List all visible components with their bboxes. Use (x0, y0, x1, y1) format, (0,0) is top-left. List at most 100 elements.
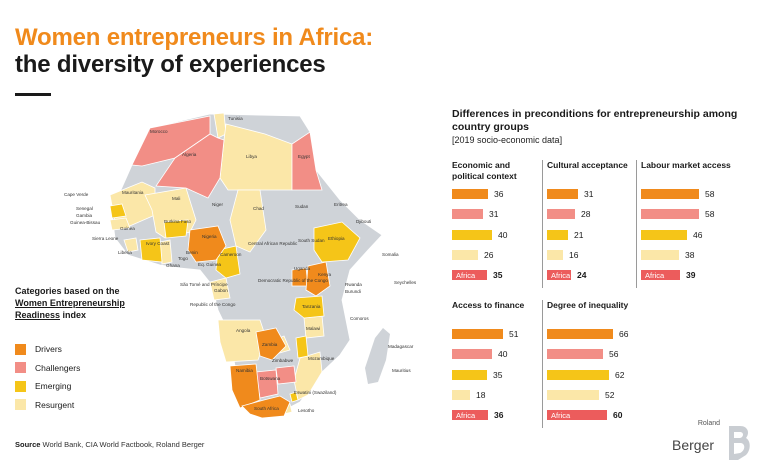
bar-emerging (547, 369, 609, 380)
bar-row: 40 (452, 344, 544, 364)
label-drc: Democratic Republic of the Congo (258, 278, 328, 283)
label-mozambique: Mozambique (308, 356, 335, 361)
bar-row: 58 (641, 204, 733, 224)
label-senegal: Senegal (76, 206, 93, 211)
bar-row: 38 (641, 245, 733, 265)
bar-row: 31 (452, 204, 544, 224)
bar-value-label: 58 (705, 209, 715, 220)
bar-value-label: 18 (476, 390, 486, 401)
label-sudan: Sudan (295, 204, 309, 209)
label-guinea-bissau: Guinea-Bissau (70, 220, 101, 225)
bar-row: 66 (547, 324, 639, 344)
label-lesotho: Lesotho (298, 408, 315, 413)
legend-title: Categories based on the Women Entreprene… (15, 285, 165, 321)
label-tanzania: Tanzania (302, 304, 321, 309)
bar-drivers (452, 329, 503, 340)
bar-value-label: 36 (494, 410, 504, 421)
panel-subtitle: [2019 socio-economic data] (452, 135, 563, 145)
bar-series-label: Africa (456, 270, 476, 280)
label-zambia: Zambia (262, 342, 278, 347)
bar-row: 35 (452, 365, 544, 385)
bar-value-label: 35 (493, 369, 503, 380)
bar-value-label: 26 (484, 250, 494, 261)
logo-line2: Berger (672, 437, 715, 453)
label-ivory: Ivory Coast (146, 241, 170, 246)
legend-label: Resurgent (35, 399, 75, 410)
bar-series-label: Africa (456, 410, 476, 420)
legend: Drivers Challengers Emerging Resurgent (15, 340, 80, 414)
bar-resurgent (452, 250, 478, 261)
bar-value-label: 36 (494, 189, 504, 200)
label-gambia: Gambia (76, 213, 93, 218)
map-egypt (291, 131, 323, 191)
roland-berger-logo: Roland Berger (672, 420, 752, 464)
label-djibouti: Djibouti (356, 219, 371, 224)
bar-africa: Africa (641, 270, 680, 281)
label-malawi: Malawi (306, 326, 320, 331)
label-somalia: Somalia (382, 252, 399, 257)
label-cameroon: Cameroon (220, 252, 242, 257)
label-angola: Angola (236, 328, 251, 333)
label-mali: Mali (172, 196, 180, 201)
label-sierra-leone: Sierra Leone (92, 236, 119, 241)
map-zambia (255, 327, 287, 361)
label-gabon: Gabon (214, 288, 228, 293)
bar-row: Africa 36 (452, 405, 544, 425)
bar-value-label: 66 (619, 329, 629, 340)
bar-panel: Labour market access 58 58 46 38 Africa 39 (636, 160, 733, 288)
bar-value-label: 60 (613, 410, 623, 421)
bar-emerging (452, 229, 492, 240)
bar-row: 31 (547, 184, 639, 204)
map-ivory-coast (139, 237, 163, 263)
bar-row: 52 (547, 385, 639, 405)
legend-swatch (15, 380, 26, 392)
label-egypt: Egypt (298, 154, 310, 159)
panel-divider (636, 160, 637, 288)
label-togo: Togo (178, 256, 188, 261)
bar-challengers (452, 349, 492, 360)
map-ethiopia (313, 221, 361, 263)
legend-title-part1: Categories based on the (15, 286, 120, 296)
legend-item: Challengers (15, 359, 80, 378)
title-rule (15, 93, 51, 96)
label-burkina: Burkina Faso (164, 219, 192, 224)
bar-value-label: 56 (609, 349, 619, 360)
logo-line1: Roland (697, 420, 720, 427)
bar-challengers (452, 209, 483, 220)
bar-resurgent (547, 390, 599, 401)
label-ethiopia: Ethiopia (328, 236, 345, 241)
label-comoros: Comoros (350, 316, 369, 321)
bar-row: 18 (452, 385, 544, 405)
legend-title-part3: Readiness (15, 310, 61, 320)
label-kenya: Kenya (318, 272, 331, 277)
bar-africa: Africa (452, 410, 488, 421)
map-cameroon (215, 245, 241, 279)
bar-africa: Africa (452, 270, 487, 281)
label-car: Central African Republic (248, 241, 298, 246)
legend-swatch (15, 399, 26, 411)
label-eq-guinea: Eq. Guinea (198, 262, 221, 267)
bar-value-label: 28 (581, 209, 591, 220)
bar-challengers (641, 209, 699, 220)
label-mauritius: Mauritius (392, 368, 411, 373)
bar-row: Africa 35 (452, 265, 544, 285)
bar-row: 46 (641, 225, 733, 245)
label-nigeria: Nigeria (202, 234, 217, 239)
bar-panel: Access to finance 51 40 35 18 Africa 36 (452, 300, 544, 425)
bar-drivers (547, 329, 613, 340)
bar-row: 51 (452, 324, 544, 344)
bar-row: 36 (452, 184, 544, 204)
label-sao-tome: São Tomé and Príncipe (180, 282, 228, 287)
legend-item: Resurgent (15, 396, 80, 415)
map-malawi (295, 335, 309, 359)
label-zimbabwe: Zimbabwe (272, 358, 294, 363)
title-line-2: the diversity of experiences (15, 51, 326, 78)
logo-mark-icon (729, 426, 750, 460)
label-libya: Libya (246, 154, 257, 159)
label-mauritania: Mauritania (122, 190, 144, 195)
label-burundi: Burundi (345, 289, 361, 294)
bar-value-label: 39 (686, 270, 696, 281)
bar-row: 26 (452, 245, 544, 265)
map-chad (229, 189, 267, 253)
bar-value-label: 51 (509, 329, 519, 340)
